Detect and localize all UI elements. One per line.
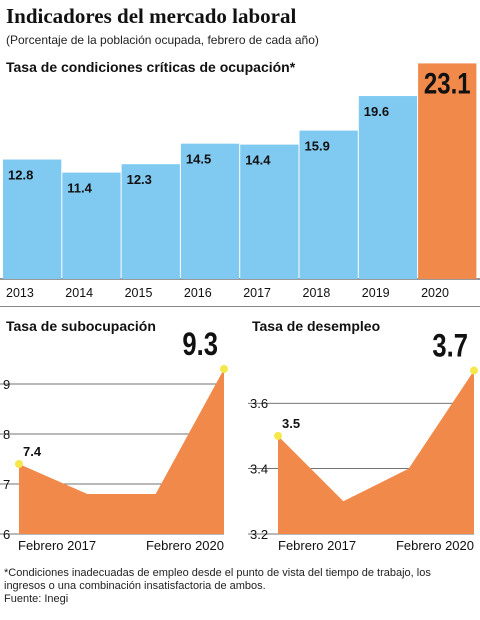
- x-tick-2018: 2018: [303, 286, 331, 300]
- x-tick-start: Febrero 2017: [278, 538, 356, 553]
- bar-value-label-2015: 12.3: [127, 172, 152, 187]
- bar-value-label-2013: 12.8: [8, 168, 33, 183]
- bar-value-label-2019: 19.6: [364, 104, 389, 119]
- y-tick-label: 6: [3, 527, 10, 542]
- x-tick-end: Febrero 2020: [146, 538, 224, 553]
- data-label-start: 7.4: [23, 444, 42, 459]
- bar-2019: [358, 96, 418, 279]
- x-tick-2015: 2015: [125, 286, 153, 300]
- bar-value-label-2016: 14.5: [186, 152, 211, 167]
- bar-2014: [62, 172, 121, 279]
- x-tick-2014: 2014: [65, 286, 93, 300]
- data-point-0: [274, 431, 282, 440]
- x-tick-2016: 2016: [184, 286, 212, 300]
- x-tick-start: Febrero 2017: [18, 538, 96, 553]
- footnote: *Condiciones inadecuadas de empleo desde…: [4, 567, 474, 606]
- section-divider: [0, 306, 480, 307]
- bar-chart-title: Tasa de condiciones críticas de ocupació…: [6, 59, 296, 75]
- bar-2015: [121, 164, 180, 279]
- x-tick-end: Febrero 2020: [396, 538, 474, 553]
- bar-2020: [418, 63, 477, 280]
- bar-value-label-2018: 15.9: [305, 139, 330, 154]
- footnote-source: Fuente: Inegi: [4, 593, 69, 605]
- page-subtitle: (Porcentaje de la población ocupada, feb…: [6, 33, 319, 47]
- data-label-end: 3.7: [432, 329, 468, 364]
- footnote-note: *Condiciones inadecuadas de empleo desde…: [4, 567, 431, 592]
- bar-value-label-2014: 11.4: [67, 181, 92, 196]
- area-series: [19, 369, 224, 534]
- y-tick-label: 3.6: [250, 396, 268, 411]
- data-label-start: 3.5: [282, 416, 300, 431]
- area-series: [278, 370, 474, 534]
- bar-chart-condiciones-criticas: Tasa de condiciones críticas de ocupació…: [0, 59, 480, 300]
- bar-2013: [3, 159, 62, 279]
- y-tick-label: 8: [3, 427, 10, 442]
- data-point-3: [470, 366, 478, 375]
- x-tick-2013: 2013: [6, 286, 34, 300]
- x-tick-2019: 2019: [362, 286, 390, 300]
- bar-2017: [240, 144, 299, 279]
- y-tick-label: 3.4: [250, 462, 268, 477]
- area-chart-subocupacion: Tasa de subocupación 6 7 8 9 7.4 9.3 Febrero…: [0, 318, 228, 553]
- bar-value-label-2017: 14.4: [245, 153, 271, 168]
- x-tick-2017: 2017: [243, 286, 271, 300]
- subocupacion-title: Tasa de subocupación: [6, 318, 156, 334]
- bar-2016: [180, 143, 240, 279]
- page-title: Indicadores del mercado laboral: [6, 4, 297, 28]
- y-tick-label: 7: [3, 477, 10, 492]
- x-tick-2020: 2020: [421, 286, 449, 300]
- bar-2018: [299, 130, 358, 279]
- y-tick-label: 3.2: [250, 527, 268, 542]
- area-chart-desempleo: Tasa de desempleo 3.2 3.4 3.6 3.5 3.7 Febre…: [248, 318, 478, 553]
- data-point-3: [220, 365, 228, 373]
- desempleo-title: Tasa de desempleo: [252, 318, 380, 334]
- bar-value-label-2020: 23.1: [424, 66, 471, 100]
- data-point-0: [15, 460, 23, 468]
- data-label-end: 9.3: [182, 327, 218, 362]
- y-tick-label: 9: [3, 377, 10, 392]
